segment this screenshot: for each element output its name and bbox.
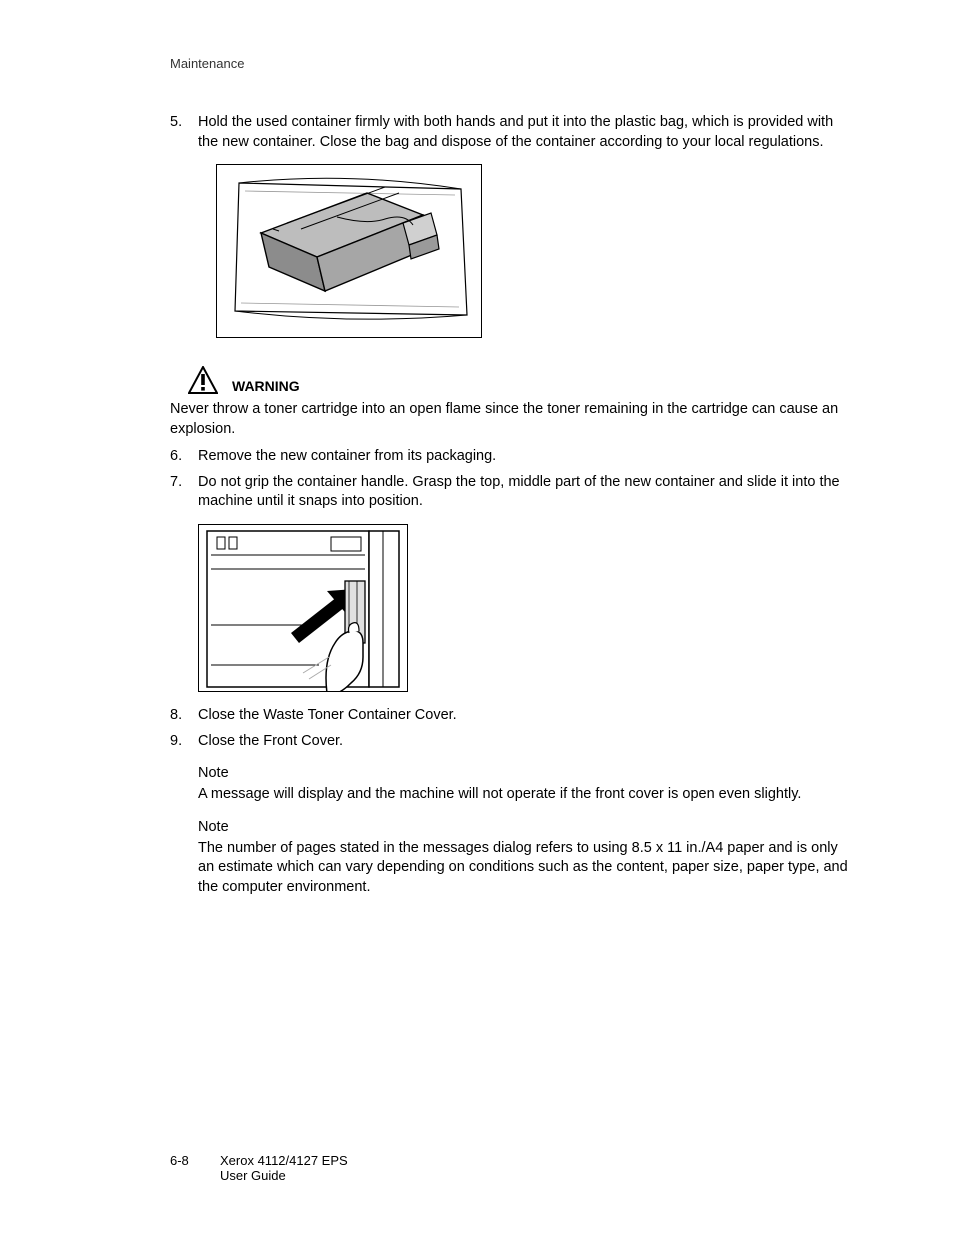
step-text: Do not grip the container handle. Grasp … (198, 473, 854, 512)
doc-line-1: Xerox 4112/4127 EPS (220, 1153, 348, 1168)
page-number: 6-8 (170, 1153, 198, 1183)
step-5: 5. Hold the used container firmly with b… (170, 113, 854, 152)
illustration-bag-wrap (216, 164, 854, 338)
page-content: 5. Hold the used container firmly with b… (110, 113, 854, 897)
step-text: Hold the used container firmly with both… (198, 113, 854, 152)
illustration-insert (198, 524, 408, 692)
step-7: 7. Do not grip the container handle. Gra… (170, 473, 854, 512)
step-9: 9. Close the Front Cover. (170, 732, 854, 752)
section-header: Maintenance (170, 56, 854, 71)
step-text: Close the Front Cover. (198, 732, 854, 752)
page-footer: 6-8 Xerox 4112/4127 EPS User Guide (170, 1153, 348, 1183)
note-1-label: Note (198, 765, 854, 781)
warning-text: Never throw a toner cartridge into an op… (170, 400, 854, 439)
step-number: 6. (170, 447, 198, 467)
note-1-body: A message will display and the machine w… (198, 785, 854, 805)
step-text: Remove the new container from its packag… (198, 447, 854, 467)
warning-row: WARNING (188, 366, 854, 394)
note-2-label: Note (198, 819, 854, 835)
step-text: Close the Waste Toner Container Cover. (198, 706, 854, 726)
illustration-bag (216, 164, 482, 338)
warning-icon (188, 366, 218, 394)
note-2-body: The number of pages stated in the messag… (198, 839, 854, 898)
warning-label: WARNING (232, 378, 300, 394)
step-8: 8. Close the Waste Toner Container Cover… (170, 706, 854, 726)
step-number: 7. (170, 473, 198, 512)
step-6: 6. Remove the new container from its pac… (170, 447, 854, 467)
step-number: 9. (170, 732, 198, 752)
illustration-insert-wrap (198, 524, 854, 692)
step-number: 5. (170, 113, 198, 152)
doc-line-2: User Guide (220, 1168, 286, 1183)
step-number: 8. (170, 706, 198, 726)
doc-title: Xerox 4112/4127 EPS User Guide (220, 1153, 348, 1183)
